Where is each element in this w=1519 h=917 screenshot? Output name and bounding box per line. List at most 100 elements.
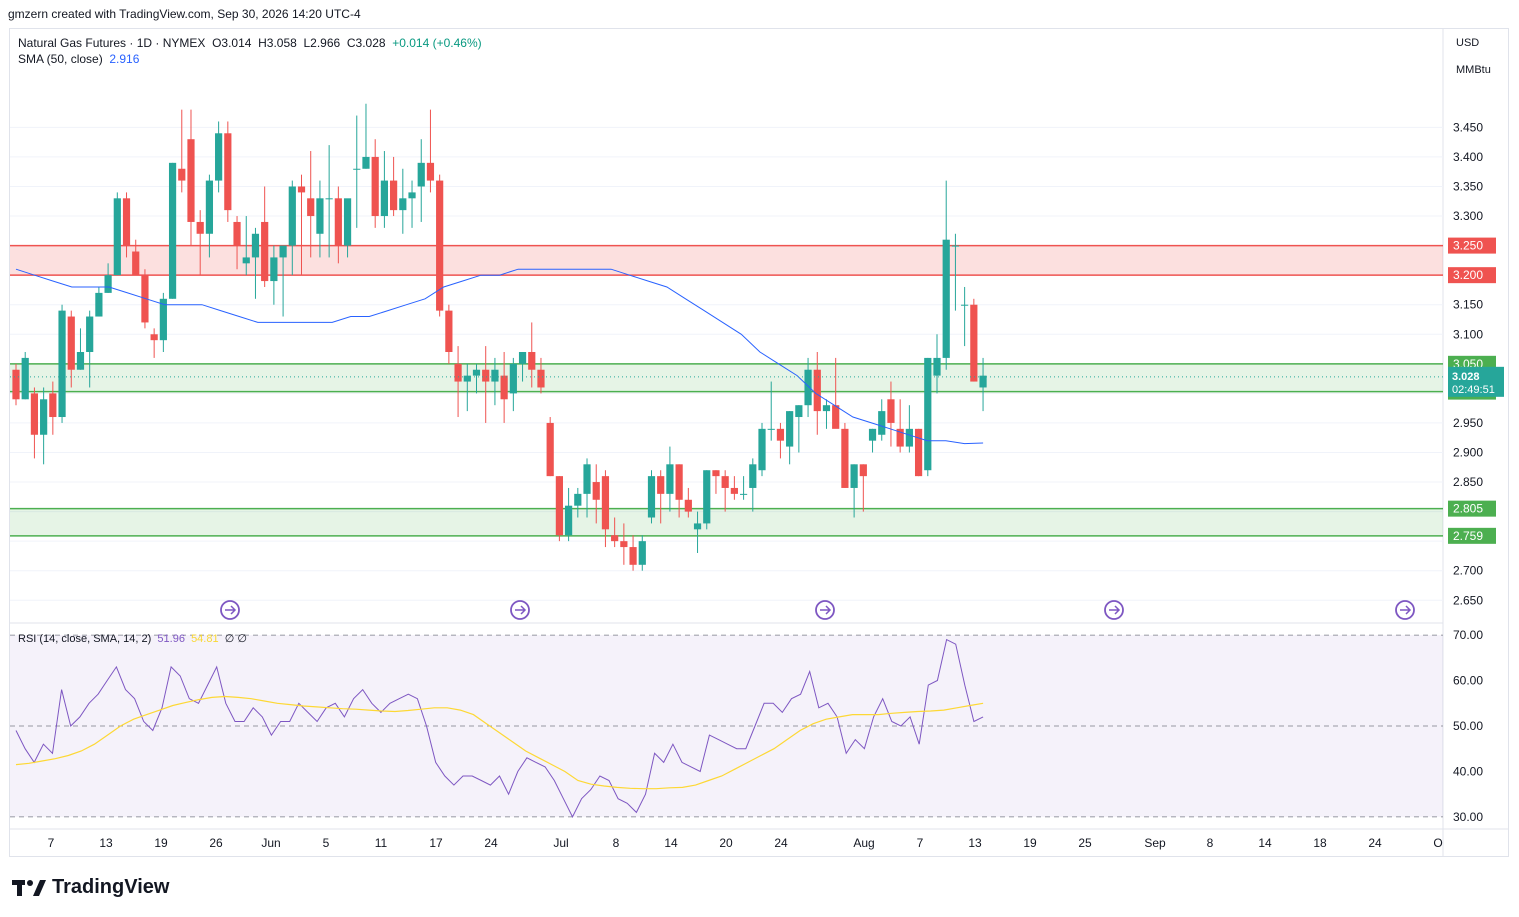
price-axis-tick: 3.250 (1453, 239, 1483, 253)
event-marker-arrow (225, 605, 237, 615)
candle-body (509, 363, 517, 394)
price-axis-badge (1448, 527, 1496, 544)
price-axis-badge (1448, 237, 1496, 254)
price-axis-tick: 3.100 (1453, 327, 1483, 341)
candle-body (832, 405, 840, 429)
candle-body (574, 493, 582, 506)
candle-body (454, 363, 462, 382)
price-axis-badge (1448, 267, 1496, 284)
last-price-value: 3.028 (1452, 371, 1480, 383)
candle-body (205, 180, 214, 234)
candle-body (629, 547, 637, 565)
candle-body (776, 428, 785, 441)
candle-body (95, 292, 103, 317)
candle-body (675, 464, 683, 500)
candle-body (822, 405, 831, 412)
time-axis-tick: 13 (99, 836, 113, 850)
candle-body (104, 275, 112, 293)
candle-body (380, 180, 388, 217)
support-zone (10, 363, 1443, 392)
candle-body (850, 464, 858, 488)
candle-body (178, 168, 186, 181)
time-axis-tick: 26 (209, 836, 223, 850)
time-axis-tick: 17 (429, 836, 443, 850)
legend-sma-label: SMA (50, close) (18, 52, 103, 66)
candle-body (859, 464, 867, 477)
candle-body (795, 405, 803, 418)
candle-body (463, 375, 471, 382)
time-axis-tick: Aug (853, 836, 874, 850)
support-zone (10, 508, 1443, 536)
time-axis-tick: 19 (1023, 836, 1037, 850)
legend-close: C3.028 (346, 36, 386, 50)
time-axis-tick: Jul (553, 836, 568, 850)
unit-label[interactable]: MMBtu (1456, 64, 1491, 76)
price-axis-tick: 3.300 (1453, 209, 1483, 223)
candle-body (343, 198, 352, 246)
price-axis-tick: 2.900 (1453, 445, 1483, 459)
candle-body (555, 476, 563, 536)
candle-body (657, 476, 665, 494)
candle-body (868, 428, 877, 441)
time-axis-tick: 7 (917, 836, 924, 850)
price-axis-tick: 2.759 (1453, 529, 1483, 543)
candle-body (693, 523, 702, 530)
candle-body (684, 499, 692, 512)
candle-body (703, 470, 711, 524)
rsi-legend-label: RSI (14, close, SMA, 14, 2) (18, 633, 152, 645)
candle-body (537, 369, 545, 388)
resistance-zone (10, 245, 1443, 276)
header-credit: gmzern created with TradingView.com, Sep… (8, 7, 361, 21)
candle-body (914, 428, 923, 477)
candle-body (325, 198, 333, 200)
candle-body (758, 428, 766, 471)
candle-body (58, 310, 66, 418)
candle-body (30, 393, 39, 435)
candle-body (334, 198, 342, 246)
price-axis-badge (1448, 500, 1496, 517)
currency-label[interactable]: USD (1456, 37, 1480, 49)
candle-body (445, 310, 453, 352)
time-axis-tick: 18 (1313, 836, 1327, 850)
price-axis-tick: 3.400 (1453, 150, 1483, 164)
time-axis-tick: 7 (48, 836, 55, 850)
candle-body (887, 399, 895, 423)
event-marker-icon (1395, 600, 1415, 620)
candle-body (261, 221, 269, 282)
rsi-axis-tick: 60.00 (1453, 674, 1483, 688)
time-axis-tick: Sep (1144, 836, 1166, 850)
tradingview-logo[interactable]: TradingView (12, 876, 169, 899)
candle-body (841, 428, 849, 488)
event-marker-arrow (820, 605, 832, 615)
candle-body (371, 156, 379, 217)
candle-body (933, 357, 941, 376)
candle-body (482, 369, 490, 382)
candle-body (426, 162, 435, 181)
candle-body (786, 411, 794, 447)
rsi-axis-tick: 30.00 (1453, 810, 1483, 824)
event-marker-icon (1104, 600, 1124, 620)
candle-body (721, 476, 729, 488)
time-axis-tick: 11 (375, 836, 388, 850)
candle-body (168, 162, 177, 299)
candle-body (353, 168, 361, 170)
price-axis-tick: 2.950 (1453, 416, 1483, 430)
legend-change: +0.014 (+0.46%) (392, 36, 482, 50)
legend-open: O3.014 (212, 36, 252, 50)
candle-body (500, 375, 508, 400)
candle-body (288, 186, 296, 246)
candle-body (951, 245, 960, 247)
legend-sma-value: 2.916 (109, 52, 140, 66)
candle-body (362, 156, 370, 169)
candle-body (159, 298, 167, 341)
rsi-sma-line (15, 695, 984, 790)
candle-body (970, 304, 978, 382)
candle-body (749, 464, 757, 488)
event-marker-arrow (515, 605, 527, 615)
candle-body (297, 186, 306, 193)
tradingview-logo-icon (12, 879, 46, 896)
rsi-axis-tick: 50.00 (1453, 719, 1483, 733)
rsi-line (15, 638, 984, 819)
time-axis-tick: 8 (613, 836, 620, 850)
